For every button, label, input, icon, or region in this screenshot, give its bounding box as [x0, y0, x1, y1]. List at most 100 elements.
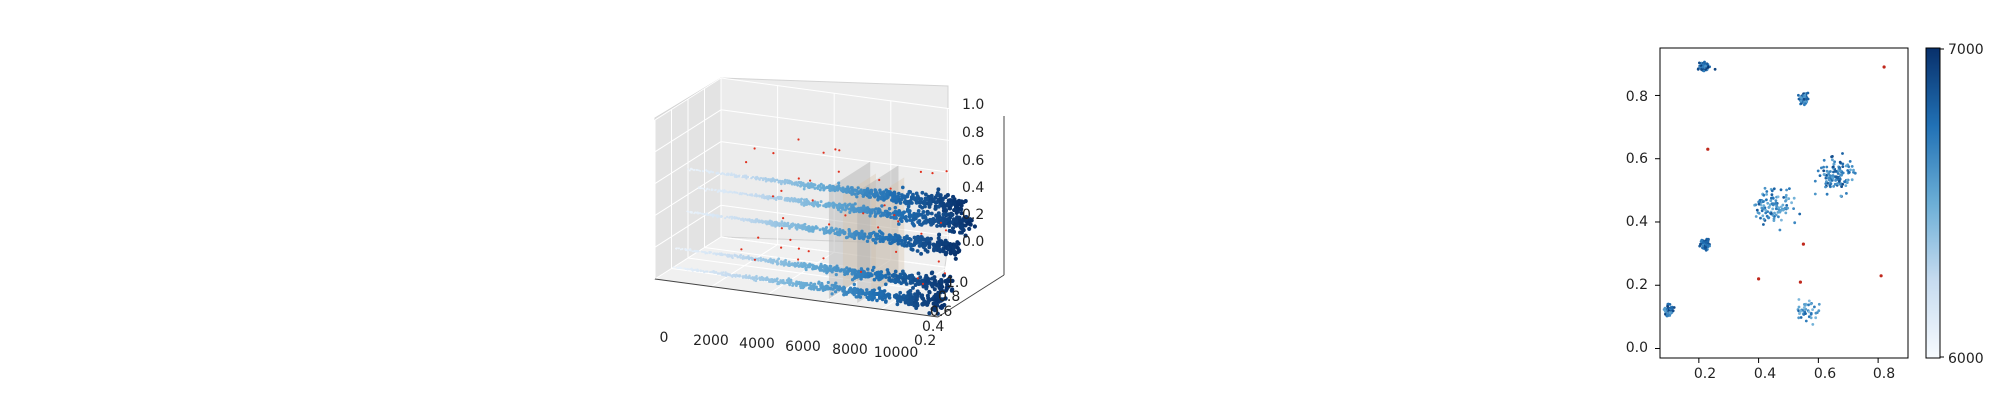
- data-point: [924, 273, 929, 278]
- data-point: [1832, 185, 1835, 188]
- data-point: [738, 275, 741, 278]
- data-point: [850, 272, 854, 276]
- data-point: [902, 293, 906, 298]
- data-point: [708, 250, 711, 254]
- data-point: [822, 204, 826, 208]
- data-point: [852, 206, 856, 210]
- data-point: [697, 212, 700, 215]
- data-point: [689, 249, 692, 252]
- data-point: [872, 277, 877, 282]
- data-point: [900, 185, 905, 190]
- data-point: [699, 212, 702, 215]
- data-point: [869, 208, 873, 212]
- data-point: [1701, 244, 1705, 248]
- data-point: [762, 278, 765, 282]
- data-point: [940, 284, 945, 289]
- data-point: [913, 213, 918, 218]
- data-point: [787, 277, 791, 281]
- data-point: [850, 233, 855, 238]
- data-point: [850, 269, 854, 273]
- data-point: [932, 278, 938, 283]
- data-point: [929, 211, 934, 216]
- data-point: [1834, 179, 1837, 182]
- data-point: [1667, 302, 1670, 306]
- data-point: [1668, 311, 1672, 315]
- data-point: [1777, 206, 1781, 210]
- data-point: [819, 262, 823, 266]
- data-point: [765, 278, 769, 281]
- data-point: [861, 291, 865, 295]
- data-point: [695, 250, 698, 253]
- data-point: [1757, 211, 1761, 215]
- data-point: [733, 215, 736, 219]
- y-tick-label: 0.4: [922, 319, 944, 335]
- data-point: [1780, 218, 1783, 222]
- data-point: [723, 189, 726, 192]
- data-point: [1774, 199, 1778, 203]
- data-point: [790, 196, 793, 200]
- data-point: [1700, 68, 1703, 71]
- data-point: [1814, 311, 1818, 315]
- data-point: [863, 208, 867, 212]
- data-point: [886, 294, 891, 298]
- x-axis-3d: 0 2000 4000 6000 8000 10000: [660, 330, 919, 361]
- data-point: [1847, 171, 1851, 174]
- data-point: [907, 289, 912, 294]
- data-point: [761, 194, 764, 197]
- data-point: [833, 188, 837, 192]
- data-point: [959, 211, 964, 216]
- data-point: [733, 173, 736, 176]
- outlier-point: [753, 147, 756, 150]
- data-point: [721, 172, 724, 175]
- data-point: [748, 256, 752, 260]
- data-point: [726, 272, 729, 275]
- data-point: [1776, 195, 1780, 199]
- data-point: [810, 185, 814, 189]
- data-point: [1807, 303, 1810, 307]
- data-point: [943, 279, 948, 284]
- data-point: [717, 272, 721, 275]
- data-point: [932, 248, 936, 253]
- data-point: [1804, 312, 1807, 315]
- data-point: [754, 220, 758, 223]
- data-point: [731, 255, 734, 258]
- data-point: [874, 192, 879, 196]
- z-axis-3d: 0.0 0.2 0.4 0.6 0.8 1.0: [962, 97, 984, 250]
- data-point: [883, 237, 887, 241]
- data-point: [816, 184, 820, 188]
- data-point: [923, 192, 928, 197]
- data-point: [934, 242, 939, 248]
- data-point: [951, 248, 957, 254]
- data-point: [926, 297, 931, 302]
- data-point: [893, 269, 898, 274]
- data-point: [714, 189, 717, 192]
- data-point: [779, 180, 783, 184]
- outlier-point: [862, 212, 865, 215]
- data-point: [1774, 207, 1778, 211]
- outlier-point: [883, 204, 886, 207]
- data-point: [1759, 216, 1762, 220]
- data-point: [880, 204, 884, 208]
- data-point: [910, 247, 915, 252]
- data-point: [821, 288, 825, 292]
- data-point: [845, 266, 849, 270]
- data-point: [865, 239, 870, 244]
- data-point: [822, 228, 826, 232]
- data-point: [1699, 242, 1702, 246]
- data-point: [1767, 205, 1771, 209]
- x-tick-label: 10000: [874, 345, 919, 361]
- outlier-point: [931, 172, 934, 175]
- data-point: [868, 274, 872, 278]
- data-point: [757, 220, 761, 223]
- data-point: [893, 295, 897, 299]
- data-point: [853, 202, 857, 206]
- data-point: [921, 210, 926, 214]
- data-point: [1785, 204, 1789, 207]
- data-point: [905, 209, 910, 213]
- data-point: [951, 245, 956, 250]
- data-point: [873, 195, 877, 199]
- data-point: [869, 191, 874, 195]
- data-point: [764, 180, 768, 183]
- data-point: [1840, 185, 1843, 189]
- data-point: [927, 245, 932, 250]
